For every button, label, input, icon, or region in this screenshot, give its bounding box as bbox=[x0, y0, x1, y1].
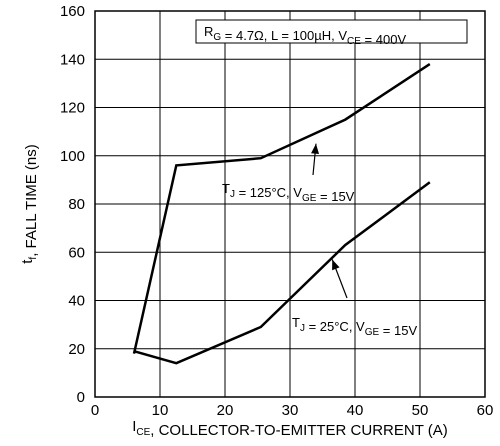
y-tick-label: 120 bbox=[60, 100, 85, 117]
y-tick-label: 160 bbox=[60, 3, 85, 20]
x-tick-label: 60 bbox=[477, 402, 494, 419]
series-line-tj-125c bbox=[132, 63, 431, 354]
grid bbox=[95, 11, 485, 397]
annotations: TJ = 125°C, VGE = 15V TJ = 25°C, VGE = 15… bbox=[222, 143, 417, 338]
y-tick-label: 60 bbox=[68, 244, 85, 261]
arrow-head-icon bbox=[332, 259, 340, 271]
x-tick-label: 50 bbox=[412, 402, 429, 419]
x-axis-ticks: 0 10 20 30 40 50 60 bbox=[91, 402, 494, 419]
condition-text: RG = 4.7Ω, L = 100µH, VCE = 400V bbox=[204, 24, 406, 47]
series-lines bbox=[132, 63, 431, 365]
y-axis-ticks: 0 20 40 60 80 100 120 140 160 bbox=[60, 3, 85, 406]
x-tick-label: 0 bbox=[91, 402, 99, 419]
series-label-tj-125c: TJ = 125°C, VGE = 15V bbox=[222, 181, 355, 204]
series-line-tj-25c bbox=[133, 181, 431, 365]
y-axis-title: tf, FALL TIME (ns) bbox=[19, 144, 40, 263]
x-axis-title: ICE, COLLECTOR-TO-EMITTER CURRENT (A) bbox=[132, 418, 448, 439]
y-tick-label: 140 bbox=[60, 51, 85, 68]
condition-box-frame bbox=[195, 19, 468, 44]
plot-frame bbox=[94, 10, 486, 398]
y-tick-label: 80 bbox=[68, 196, 85, 213]
condition-box: RG = 4.7Ω, L = 100µH, VCE = 400V bbox=[195, 19, 468, 47]
series-label-tj-25c: TJ = 25°C, VGE = 15V bbox=[292, 315, 417, 338]
y-tick-label: 100 bbox=[60, 148, 85, 165]
x-tick-label: 40 bbox=[347, 402, 364, 419]
x-tick-label: 10 bbox=[152, 402, 169, 419]
x-tick-label: 30 bbox=[282, 402, 299, 419]
y-tick-label: 20 bbox=[68, 341, 85, 358]
y-tick-label: 40 bbox=[68, 293, 85, 310]
y-tick-label: 0 bbox=[77, 389, 85, 406]
x-tick-label: 20 bbox=[217, 402, 234, 419]
arrow-head-icon bbox=[311, 143, 320, 155]
